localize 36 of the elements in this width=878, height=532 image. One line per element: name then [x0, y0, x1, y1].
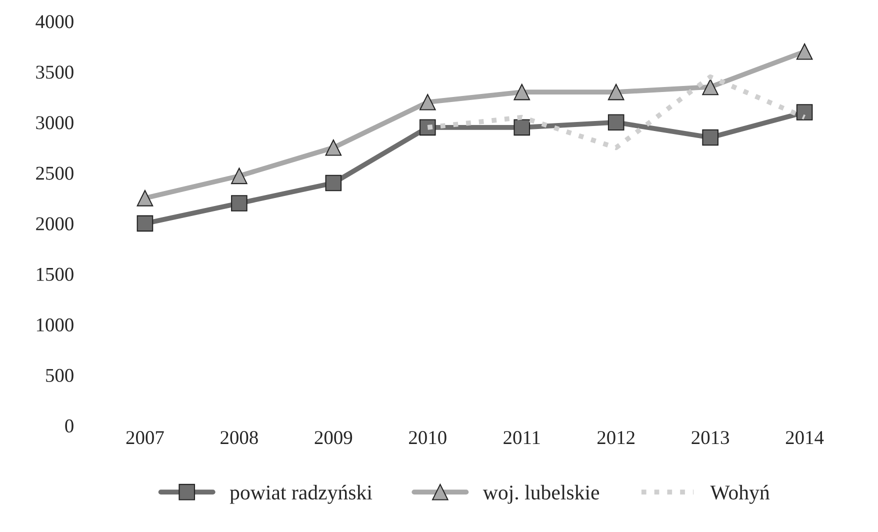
- legend-label: Wohyń: [710, 484, 770, 504]
- point: [702, 78, 718, 96]
- legend-label: powiat radzyński: [230, 484, 372, 504]
- point: [514, 119, 530, 136]
- y-tick-label: 3500: [36, 66, 74, 79]
- x-tick-label: 2011: [504, 431, 540, 444]
- point: [325, 174, 342, 192]
- point: [514, 84, 530, 100]
- x-tick-label: 2009: [314, 431, 352, 444]
- x-tick-label: 2013: [692, 431, 730, 444]
- point: [231, 168, 248, 184]
- y-tick-label: 2000: [36, 217, 74, 230]
- point: [796, 104, 813, 120]
- point: [325, 139, 342, 156]
- y-tick-label: 1500: [36, 268, 74, 281]
- point: [136, 215, 154, 232]
- point: [608, 114, 624, 131]
- point: [608, 84, 624, 100]
- y-tick-label: 500: [46, 368, 74, 382]
- x-tick-label: 2012: [598, 431, 634, 444]
- y-tick-label: 2500: [36, 166, 74, 180]
- y-tick-label: 1000: [36, 318, 74, 332]
- point: [231, 195, 248, 212]
- point: [702, 129, 718, 146]
- x-tick-label: 2010: [409, 431, 446, 444]
- point: [419, 119, 436, 136]
- point: [796, 43, 813, 60]
- point: [136, 190, 154, 206]
- legend-label: woj. lubelskie: [482, 484, 600, 504]
- x-tick-label: 2007: [126, 431, 164, 444]
- y-tick-label: 4000: [36, 15, 74, 28]
- point: [419, 94, 436, 110]
- x-tick-label: 2014: [786, 431, 824, 444]
- x-tick-label: 2008: [220, 431, 258, 444]
- y-tick-label: 3000: [36, 116, 74, 130]
- y-tick-label: 0: [65, 419, 74, 433]
